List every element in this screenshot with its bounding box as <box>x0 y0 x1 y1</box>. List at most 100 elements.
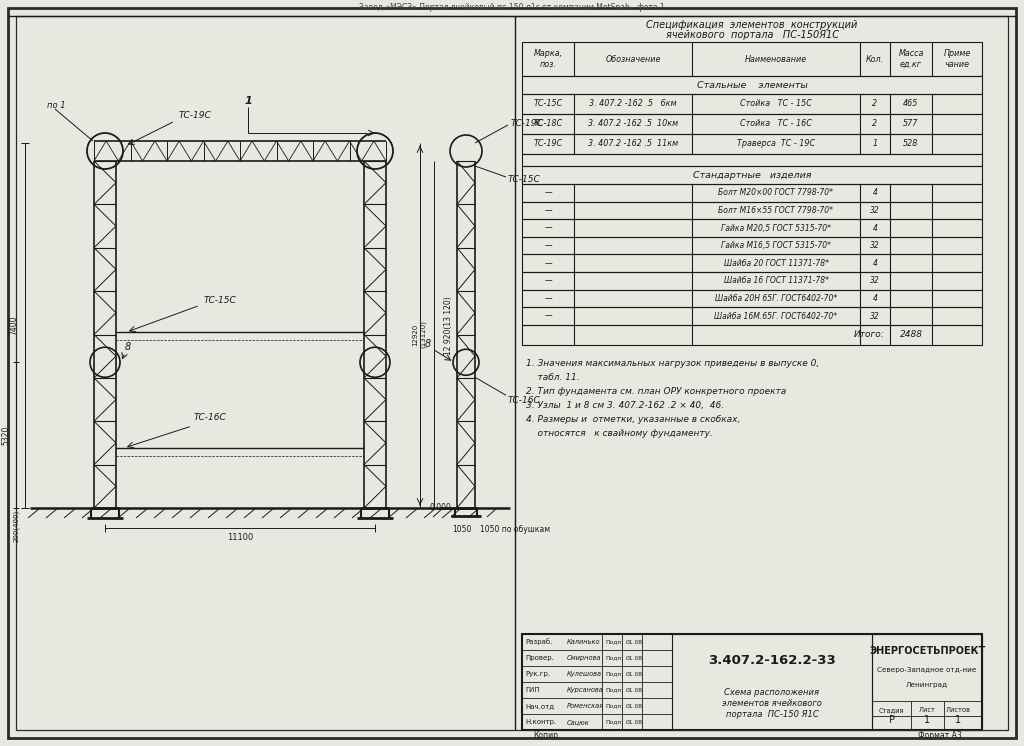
Text: Кол.: Кол. <box>866 54 884 63</box>
Bar <box>522 201 982 219</box>
Bar <box>522 94 982 114</box>
Text: 3. 407.2 -162 .5  10км: 3. 407.2 -162 .5 10км <box>588 119 678 128</box>
Text: 4: 4 <box>872 224 878 233</box>
Text: 8: 8 <box>125 342 131 352</box>
Text: Шайба 16М.65Г. ГОСТ6402-70*: Шайба 16М.65Г. ГОСТ6402-70* <box>715 312 838 321</box>
Text: Болт М16×55 ГОСТ 7798-70*: Болт М16×55 ГОСТ 7798-70* <box>719 206 834 215</box>
Text: Курсанова: Курсанова <box>567 687 604 693</box>
Text: Подп.: Подп. <box>605 671 624 677</box>
Text: 3. Узлы  1 и 8 см 3. 407.2-162 .2 × 40,  46.: 3. Узлы 1 и 8 см 3. 407.2-162 .2 × 40, 4… <box>526 401 724 410</box>
Text: Гайка М16,5 ГОСТ 5315-70*: Гайка М16,5 ГОСТ 5315-70* <box>721 241 831 250</box>
Text: Стадия: Стадия <box>879 707 904 713</box>
Text: Северо-Западное отд-ние: Северо-Западное отд-ние <box>878 668 977 674</box>
Text: —: — <box>544 224 552 233</box>
Text: табл. 11.: табл. 11. <box>526 373 580 382</box>
Text: 3. 407.2 -162 .5  11км: 3. 407.2 -162 .5 11км <box>588 140 678 148</box>
Text: 01.08: 01.08 <box>626 656 642 660</box>
Text: 12920
(13120): 12920 (13120) <box>412 321 426 348</box>
Text: Кулешова: Кулешова <box>567 671 602 677</box>
Bar <box>522 236 982 254</box>
Text: —: — <box>544 312 552 321</box>
Text: 1. Значения максимальных нагрузок приведены в выпуске 0,: 1. Значения максимальных нагрузок привед… <box>526 359 819 368</box>
Text: Болт М20×00 ГОСТ 7798-70*: Болт М20×00 ГОСТ 7798-70* <box>719 188 834 197</box>
Text: 01.08: 01.08 <box>626 639 642 645</box>
Text: Листов: Листов <box>945 707 971 713</box>
Text: 01.08: 01.08 <box>626 703 642 709</box>
Text: Смирнова: Смирнова <box>567 655 601 661</box>
Text: Стальные    элементы: Стальные элементы <box>696 81 808 90</box>
Text: 32: 32 <box>870 206 880 215</box>
Text: ЭНЕРГОСЕТЬПРОЕКТ: ЭНЕРГОСЕТЬПРОЕКТ <box>869 646 985 656</box>
Bar <box>522 272 982 289</box>
Text: Калинько: Калинько <box>567 639 600 645</box>
Bar <box>522 254 982 272</box>
Text: 2: 2 <box>872 99 878 108</box>
Text: ТС-15С: ТС-15С <box>204 295 237 305</box>
Bar <box>872 634 982 730</box>
Text: —: — <box>544 241 552 250</box>
Text: 465: 465 <box>903 99 919 108</box>
Text: ГИП: ГИП <box>525 687 540 693</box>
Bar <box>522 289 982 307</box>
Text: Стойка   ТС - 16С: Стойка ТС - 16С <box>740 119 812 128</box>
Bar <box>522 634 982 730</box>
Text: 1: 1 <box>924 715 930 725</box>
Bar <box>522 114 982 134</box>
Text: Нач.отд: Нач.отд <box>525 703 554 709</box>
Text: ТС-16С: ТС-16С <box>508 396 541 405</box>
Text: 3.407.2-162.2-33: 3.407.2-162.2-33 <box>709 654 836 668</box>
Text: Копир.: Копир. <box>534 732 561 741</box>
Text: Н.контр.: Н.контр. <box>525 719 556 725</box>
Bar <box>672 634 872 730</box>
Text: Итого:: Итого: <box>853 330 884 339</box>
Text: —: — <box>544 206 552 215</box>
Text: 32: 32 <box>870 312 880 321</box>
Text: ячейкового  портала   ПС-150Я1С: ячейкового портала ПС-150Я1С <box>666 30 839 40</box>
Bar <box>522 42 982 76</box>
Bar <box>522 166 982 184</box>
Text: Масса
ед.кг: Масса ед.кг <box>898 49 924 69</box>
Text: Р: Р <box>889 715 895 725</box>
Text: ТС-15С: ТС-15С <box>508 175 541 184</box>
Bar <box>522 76 982 94</box>
Text: 32: 32 <box>870 241 880 250</box>
Text: Подп.: Подп. <box>605 656 624 660</box>
Text: Провер.: Провер. <box>525 655 554 661</box>
Text: 7400: 7400 <box>9 316 18 335</box>
Text: 8: 8 <box>425 339 431 349</box>
Text: ТС-19С: ТС-19С <box>534 140 562 148</box>
Text: Сацюк: Сацюк <box>567 719 590 725</box>
Text: 2. Тип фундамента см. план ОРУ конкретного проекта: 2. Тип фундамента см. план ОРУ конкретно… <box>526 386 786 396</box>
Bar <box>522 154 982 166</box>
Text: ТС-16С: ТС-16С <box>194 413 226 422</box>
Text: 01.08: 01.08 <box>626 719 642 724</box>
Text: 32: 32 <box>870 276 880 285</box>
Text: 4. Размеры и  отметки, указанные в скобках,: 4. Размеры и отметки, указанные в скобка… <box>526 415 740 424</box>
Text: Подп.: Подп. <box>605 639 624 645</box>
Text: 1: 1 <box>244 96 252 106</box>
Text: Приме
чание: Приме чание <box>943 49 971 69</box>
Text: Подп.: Подп. <box>605 703 624 709</box>
Text: Марка,
поз.: Марка, поз. <box>534 49 562 69</box>
Text: —: — <box>544 276 552 285</box>
Text: Шайба 16 ГОСТ 11371-78*: Шайба 16 ГОСТ 11371-78* <box>724 276 828 285</box>
Text: Наименование: Наименование <box>744 54 807 63</box>
Text: —: — <box>544 259 552 268</box>
Text: Шайба 20Н 65Г. ГОСТ6402-70*: Шайба 20Н 65Г. ГОСТ6402-70* <box>715 294 838 303</box>
Text: Ленинград: Ленинград <box>906 682 948 688</box>
Text: ТС-19С: ТС-19С <box>178 111 211 121</box>
Text: ТС-18С: ТС-18С <box>534 119 562 128</box>
Text: Завод «МЭСЗ» Портал ячейковый пс-150-я1с от компании MetSnab - фото 1: Завод «МЭСЗ» Портал ячейковый пс-150-я1с… <box>359 4 665 13</box>
Text: 12 920(13 120): 12 920(13 120) <box>443 296 453 355</box>
Text: Спецификация  элементов  конструкций: Спецификация элементов конструкций <box>646 20 858 30</box>
Text: 01.08: 01.08 <box>626 688 642 692</box>
Text: —: — <box>544 188 552 197</box>
Bar <box>522 184 982 201</box>
Text: 200(400): 200(400) <box>12 510 19 542</box>
Text: 3. 407.2 -162 .5   6км: 3. 407.2 -162 .5 6км <box>589 99 677 108</box>
Text: Обозначение: Обозначение <box>605 54 660 63</box>
Text: Формат А3: Формат А3 <box>919 732 962 741</box>
Text: Подп.: Подп. <box>605 688 624 692</box>
Text: 577: 577 <box>903 119 919 128</box>
Bar <box>522 134 982 154</box>
